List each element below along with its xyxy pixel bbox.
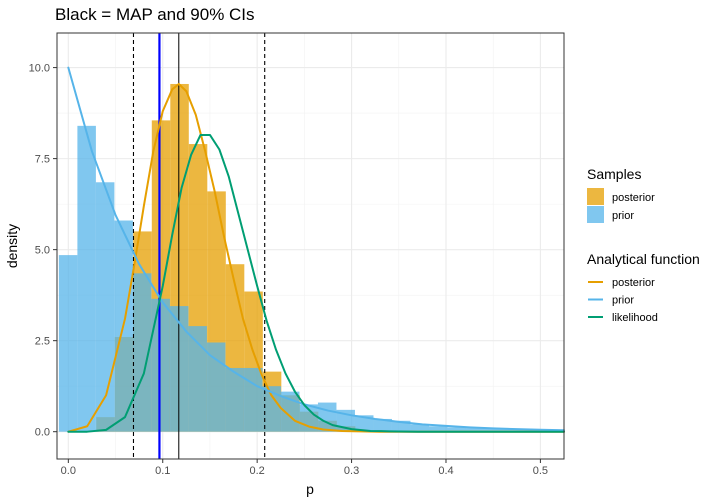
histogram-bar-prior bbox=[95, 182, 115, 432]
legend-label-samples-posterior: posterior bbox=[612, 192, 655, 204]
histogram-bar-prior bbox=[262, 386, 281, 432]
x-tick-label: 0.4 bbox=[438, 465, 453, 477]
y-axis: 0.0 2.5 5.0 7.5 10.0 bbox=[29, 63, 57, 439]
x-tick-label: 0.1 bbox=[155, 465, 170, 477]
legend-title-samples: Samples bbox=[587, 166, 641, 182]
legend-key-samples-prior bbox=[587, 206, 604, 223]
legend-samples-items: posterior prior bbox=[587, 188, 655, 223]
histogram-bar-prior bbox=[151, 298, 170, 432]
reference-lines bbox=[132, 33, 266, 459]
histogram-bar-prior bbox=[132, 273, 152, 432]
curve-likelihood bbox=[67, 133, 565, 433]
legend: Samples posterior prior Analytical functi… bbox=[587, 166, 700, 324]
y-tick-label: 10.0 bbox=[29, 63, 50, 75]
histogram-bar-prior bbox=[243, 367, 263, 432]
y-tick-label: 5.0 bbox=[35, 245, 50, 257]
y-tick-label: 0.0 bbox=[35, 427, 50, 439]
legend-title-functions: Analytical function bbox=[587, 251, 700, 267]
histogram-bar-prior bbox=[503, 429, 522, 432]
histogram-bar-prior bbox=[77, 125, 96, 432]
analytical-curves bbox=[67, 66, 565, 433]
x-tick-label: 0.2 bbox=[250, 465, 265, 477]
legend-key-samples-posterior bbox=[587, 188, 604, 205]
legend-label-function-likelihood: likelihood bbox=[612, 312, 658, 324]
x-tick-label: 0.5 bbox=[533, 465, 548, 477]
histogram-bar-prior bbox=[206, 342, 226, 432]
histogram-bar-prior bbox=[465, 428, 485, 432]
histogram-bar-prior bbox=[484, 428, 504, 432]
x-axis-title: p bbox=[306, 481, 314, 497]
y-tick-label: 7.5 bbox=[35, 154, 50, 166]
chart-title: Black = MAP and 90% CIs bbox=[55, 5, 255, 24]
x-tick-label: 0.3 bbox=[344, 465, 359, 477]
legend-label-function-posterior: posterior bbox=[612, 277, 655, 289]
x-axis: 0.0 0.1 0.2 0.3 0.4 0.5 bbox=[61, 459, 548, 477]
legend-label-function-prior: prior bbox=[612, 295, 634, 307]
histogram-bar-prior bbox=[225, 367, 244, 432]
x-tick-label: 0.0 bbox=[61, 465, 76, 477]
plot-area bbox=[56, 32, 565, 460]
histogram-bar-prior bbox=[354, 415, 374, 432]
histogram-bar-prior bbox=[391, 420, 411, 432]
curve-posterior bbox=[67, 82, 565, 433]
histogram-bar-prior bbox=[188, 326, 207, 432]
legend-label-samples-prior: prior bbox=[612, 210, 634, 222]
y-axis-title: density bbox=[4, 224, 20, 268]
histogram-bar-prior bbox=[428, 426, 448, 432]
histogram-bar-prior bbox=[317, 402, 337, 432]
plot-panel-border bbox=[56, 32, 565, 460]
histogram-bar-prior bbox=[410, 424, 429, 432]
histogram-bar-prior bbox=[373, 418, 392, 432]
histogram-bar-prior bbox=[58, 255, 78, 432]
y-tick-label: 2.5 bbox=[35, 336, 50, 348]
curve-prior bbox=[67, 66, 565, 432]
histogram-prior bbox=[58, 125, 564, 432]
legend-functions-items: posterior prior likelihood bbox=[588, 277, 658, 324]
histogram-bar-prior bbox=[447, 427, 466, 432]
